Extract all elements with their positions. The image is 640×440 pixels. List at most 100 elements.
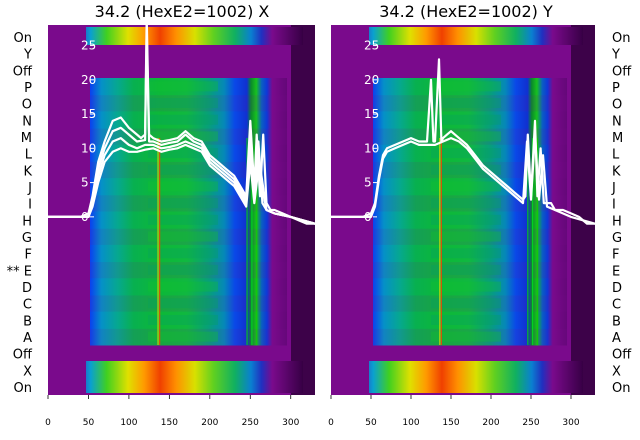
row-label-left: O: [22, 98, 32, 113]
row-label-left: G: [22, 231, 32, 246]
x-tick-label: 150: [442, 418, 459, 428]
row-label-left: C: [23, 298, 32, 313]
heatmap-row-variation: [431, 214, 501, 225]
heatmap-row: [373, 328, 567, 346]
row-label-right: C: [612, 298, 621, 313]
overlay-series-line: [331, 133, 596, 225]
heatmap-row: [373, 261, 567, 279]
heatmap-row-variation: [148, 281, 218, 292]
x-tick-label: 100: [402, 418, 419, 428]
heatmap-row: [373, 244, 567, 263]
row-label-left: Y: [23, 48, 32, 63]
heatmap-row-variation: [431, 198, 501, 209]
y-tick-label: 15: [81, 107, 96, 121]
row-label-left: ** E: [7, 264, 32, 279]
row-label-right: On: [612, 31, 630, 46]
heatmap-row-variation: [148, 164, 218, 175]
row-label-right: I: [612, 198, 616, 213]
heatmap-row-variation: [431, 181, 501, 192]
x-tick-label: 250: [522, 418, 539, 428]
heatmap-band-bottom: [86, 361, 303, 393]
y-tick-label: 0: [81, 210, 89, 224]
y-tick-label: 10: [364, 141, 379, 155]
x-tick-label: 0: [328, 418, 334, 428]
heatmap-row-variation: [148, 181, 218, 192]
x-tick-label: 300: [282, 418, 299, 428]
x-tick-label: 200: [201, 418, 218, 428]
row-label-left: J: [27, 181, 32, 196]
y-tick-label: 0: [364, 210, 372, 224]
heatmap-row-variation: [431, 231, 501, 242]
heatmap-row-variation: [431, 98, 501, 109]
x-tick-label: 200: [482, 418, 499, 428]
heatmap-row-variation: [431, 331, 501, 342]
heatmap-row: [373, 161, 567, 179]
heatmap-band-bottom: [369, 361, 583, 393]
heatmap-row: [90, 311, 287, 329]
heatmap-row-variation: [148, 231, 218, 242]
heatmap-row-variation: [431, 114, 501, 125]
y-tick-label: 15: [364, 107, 379, 121]
row-label-right: E: [612, 264, 620, 279]
row-label-right: Y: [611, 48, 620, 63]
heatmap-row: [90, 261, 287, 279]
row-label-left: K: [23, 164, 32, 179]
x-tick-label: 50: [365, 418, 377, 428]
row-label-left: H: [22, 214, 32, 229]
heatmap-edge: [571, 25, 595, 395]
overlay-series-line: [48, 143, 316, 225]
x-tick-label: 250: [242, 418, 259, 428]
heatmap-row-variation: [431, 281, 501, 292]
y-tick-label: 5: [81, 176, 89, 190]
row-label-left: N: [22, 114, 32, 129]
heatmap-row-variation: [431, 164, 501, 175]
row-label-left: M: [21, 131, 32, 146]
row-label-left: On: [14, 381, 32, 396]
row-label-right: H: [612, 214, 622, 229]
heatmap-row: [90, 228, 287, 246]
row-label-right: B: [612, 314, 621, 329]
row-label-right: P: [612, 81, 620, 96]
heatmap-row-variation: [431, 248, 501, 259]
row-label-left: B: [23, 314, 32, 329]
heatmap-row-variation: [148, 98, 218, 109]
row-label-left: D: [22, 281, 32, 296]
heatmap-row-variation: [148, 264, 218, 275]
x-tick-label: 50: [83, 418, 95, 428]
heatmap-row: [373, 94, 567, 112]
y-tick-label: 25: [364, 39, 379, 53]
heatmap-row: [90, 161, 287, 179]
heatmap-row: [373, 111, 567, 129]
heatmap-band-top: [86, 27, 303, 45]
row-label-left: A: [23, 331, 32, 346]
y-tick-label: 20: [81, 73, 96, 87]
row-label-right: M: [612, 131, 623, 146]
heatmap-row: [90, 94, 287, 112]
heatmap-row-variation: [431, 131, 501, 142]
row-label-right: X: [612, 364, 621, 379]
heatmap-row-variation: [431, 81, 501, 92]
heatmap-row-variation: [148, 214, 218, 225]
heatmap-row-variation: [148, 81, 218, 92]
heatmap-row: [90, 328, 287, 346]
y-tick-label: 25: [81, 39, 96, 53]
row-label-left: F: [25, 248, 32, 263]
heatmap-row: [373, 78, 567, 96]
row-label-left: L: [25, 148, 33, 163]
heatmap-row: [373, 211, 567, 229]
row-label-right: J: [611, 181, 616, 196]
row-label-left: Off: [13, 348, 33, 363]
row-label-right: L: [612, 148, 620, 163]
x-tick-label: 150: [161, 418, 178, 428]
row-label-right: G: [612, 231, 622, 246]
heatmap-row: [373, 311, 567, 329]
heatmap-row-variation: [431, 148, 501, 159]
heatmap-row: [373, 278, 567, 296]
heatmap-row-variation: [148, 298, 218, 309]
x-tick-label: 100: [120, 418, 137, 428]
heatmap-row-variation: [431, 314, 501, 325]
overlay-series-line: [331, 58, 595, 225]
